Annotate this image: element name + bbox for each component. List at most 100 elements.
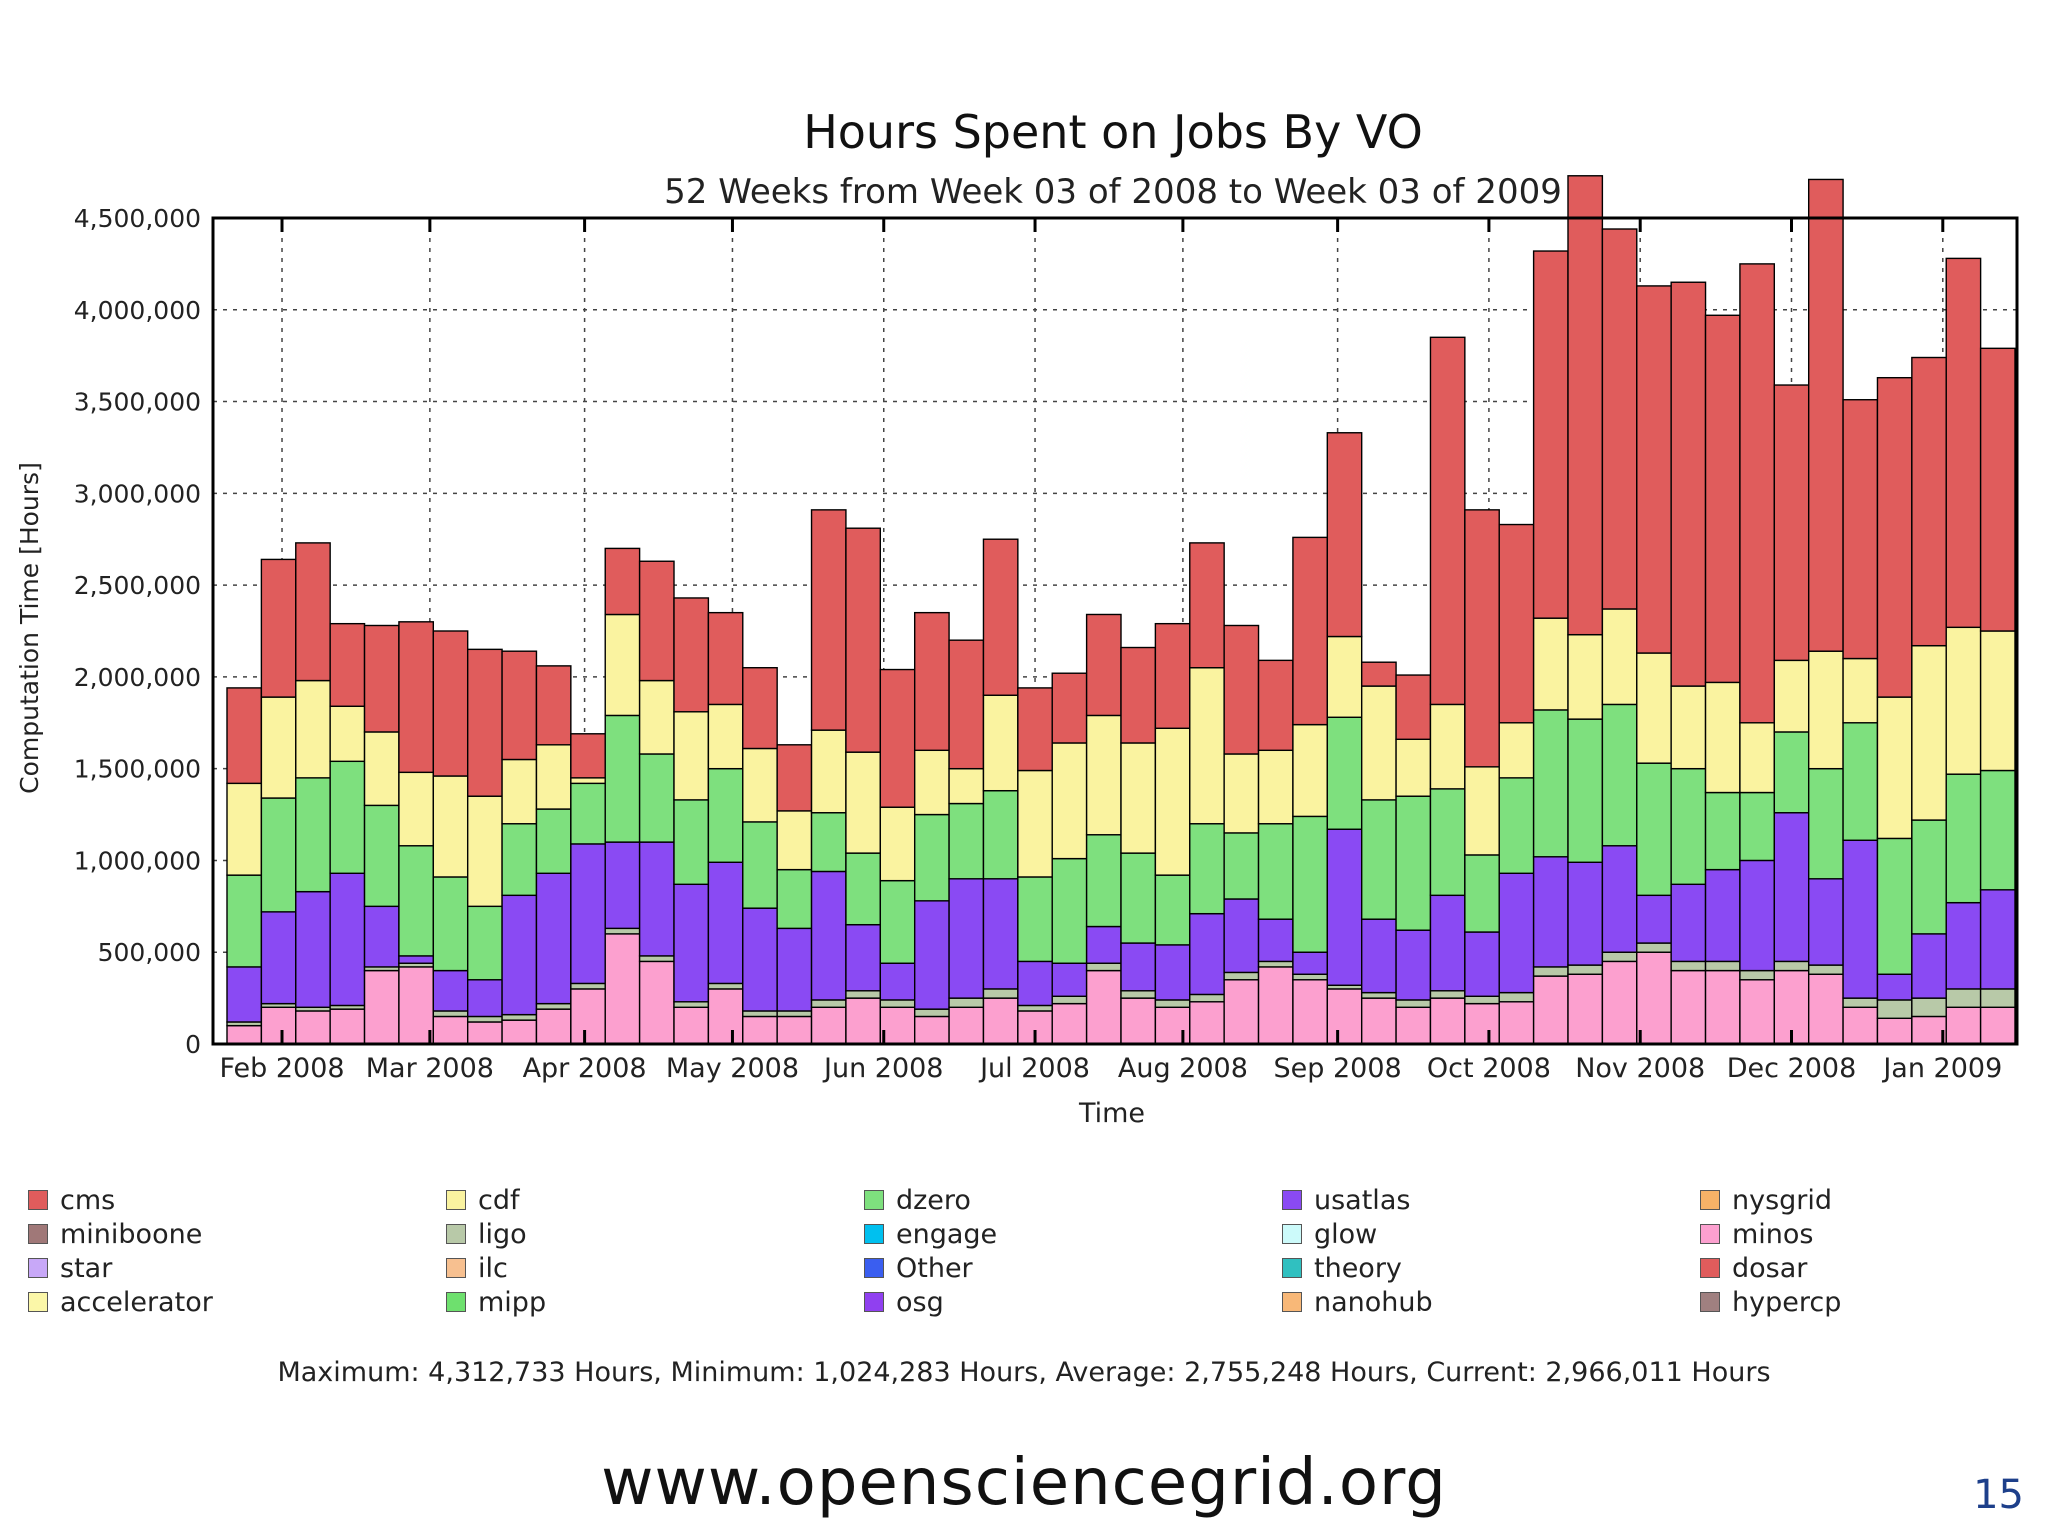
bar-segment-cdf	[948, 767, 985, 805]
bar-segment-misc	[879, 1006, 916, 1045]
bar-segment-dzero	[570, 782, 606, 845]
bar-segment-ligo	[913, 1008, 950, 1018]
bar-segment-cms	[1876, 376, 1913, 698]
legend-swatch	[446, 1190, 466, 1210]
legend-item-osg: osg	[864, 1285, 944, 1319]
bar-segment-cms	[260, 558, 297, 698]
legend-label: osg	[896, 1286, 944, 1318]
bar-segment-cdf	[776, 810, 813, 871]
x-tick-label: May 2008	[666, 1053, 799, 1084]
bar-segment-ligo	[845, 990, 882, 999]
bar-segment-misc	[810, 1006, 847, 1045]
bar-segment-ligo	[1395, 999, 1432, 1008]
bar-segment-dzero	[742, 821, 778, 909]
legend-item-minos: minos	[1700, 1217, 1814, 1251]
bar-segment-cdf	[1085, 714, 1122, 836]
legend-label: minos	[1732, 1218, 1814, 1250]
bar-segment-usatlas	[1945, 901, 1982, 990]
bar-segment-cms	[1601, 228, 1638, 610]
bar-segment-dzero	[1704, 791, 1741, 871]
bar-segment-dzero	[1601, 703, 1638, 847]
legend-swatch	[1700, 1292, 1720, 1312]
bar-segment-usatlas	[1532, 856, 1569, 968]
bar-segment-cms	[1636, 285, 1672, 654]
bar-segment-cms	[432, 630, 469, 777]
bar-segment-misc	[1601, 960, 1638, 1045]
bar-segment-usatlas	[1807, 878, 1844, 966]
bar-segment-cms	[1704, 314, 1741, 684]
bar-segment-cdf	[638, 679, 675, 755]
bar-segment-cdf	[1567, 633, 1604, 720]
page-number: 15	[1973, 1472, 2024, 1518]
bar-segment-dzero	[1567, 718, 1604, 863]
bar-segment-cms	[604, 547, 641, 616]
bar-segment-cdf	[1670, 685, 1707, 770]
bar-segment-usatlas	[879, 962, 916, 1001]
bar-segment-ligo	[982, 988, 1019, 999]
bar-segment-ligo	[1085, 962, 1122, 972]
bar-segment-dzero	[1120, 852, 1157, 944]
bar-segment-cms	[1154, 622, 1191, 729]
bar-segment-cdf	[1636, 652, 1672, 764]
legend-item-cdf: cdf	[446, 1183, 520, 1217]
bar-segment-usatlas	[845, 923, 882, 992]
bar-segment-misc	[295, 1010, 331, 1045]
legend-item-glow: glow	[1282, 1217, 1377, 1251]
bar-segment-usatlas	[1979, 889, 2016, 990]
legend-item-other: Other	[864, 1251, 973, 1285]
bar-segment-ligo	[948, 997, 985, 1008]
bar-segment-usatlas	[1085, 925, 1122, 964]
legend-label: ligo	[478, 1218, 527, 1250]
legend-item-dosar: dosar	[1700, 1251, 1807, 1285]
bar-segment-dzero	[604, 714, 641, 843]
bar-segment-cdf	[742, 747, 778, 823]
bar-segment-misc	[638, 960, 675, 1045]
legend-item-usatlas: usatlas	[1282, 1183, 1410, 1217]
y-tick-label: 500,000	[98, 938, 201, 967]
bar-segment-cms	[295, 542, 331, 682]
bar-segment-misc	[1051, 1002, 1088, 1045]
bar-segment-cdf	[1223, 753, 1260, 834]
bar-segment-misc	[363, 969, 400, 1045]
bar-segment-cdf	[1051, 742, 1088, 860]
bar-segment-ligo	[707, 982, 744, 990]
bar-segment-misc	[1567, 973, 1604, 1045]
bar-segment-dzero	[1017, 876, 1053, 963]
bar-segment-cdf	[1360, 685, 1397, 801]
legend-swatch	[1700, 1258, 1720, 1278]
bar-segment-dzero	[982, 789, 1019, 880]
bar-segment-cms	[845, 527, 882, 753]
bar-segment-misc	[1154, 1006, 1191, 1045]
bar-segment-ligo	[570, 982, 606, 990]
bar-segment-cdf	[1395, 738, 1432, 797]
bar-segment-usatlas	[260, 911, 297, 1005]
bar-segment-ligo	[501, 1013, 538, 1021]
bar-segment-ligo	[742, 1010, 778, 1018]
bar-segment-misc	[570, 988, 606, 1045]
bar-segment-cms	[1807, 178, 1844, 652]
bar-segment-misc	[1085, 969, 1122, 1045]
y-tick-label: 1,000,000	[74, 846, 201, 875]
bar-segment-usatlas	[1154, 944, 1191, 1001]
bar-segment-usatlas	[1498, 872, 1535, 994]
legend-item-engage: engage	[864, 1217, 997, 1251]
legend-label: nanohub	[1314, 1286, 1433, 1318]
bar-segment-misc	[776, 1015, 813, 1045]
bar-segment-misc	[1326, 988, 1363, 1045]
bar-segment-cms	[1464, 509, 1500, 768]
bar-segment-cms	[501, 650, 538, 761]
bar-segment-ligo	[604, 927, 641, 935]
bar-segment-ligo	[1120, 990, 1157, 999]
bar-segment-cdf	[1773, 659, 1810, 733]
bar-segment-cms	[1567, 175, 1604, 636]
bar-segment-dzero	[329, 760, 366, 874]
bar-segment-cms	[466, 648, 503, 797]
bar-segment-misc	[845, 997, 882, 1045]
bar-segment-misc	[1464, 1002, 1500, 1045]
bar-segment-dzero	[398, 845, 435, 957]
bar-segment-cms	[535, 665, 572, 746]
bar-segment-cms	[1979, 347, 2016, 632]
legend-item-hypercp: hypercp	[1700, 1285, 1841, 1319]
x-tick-label: Jun 2008	[822, 1053, 943, 1084]
x-tick-label: Mar 2008	[366, 1053, 494, 1084]
